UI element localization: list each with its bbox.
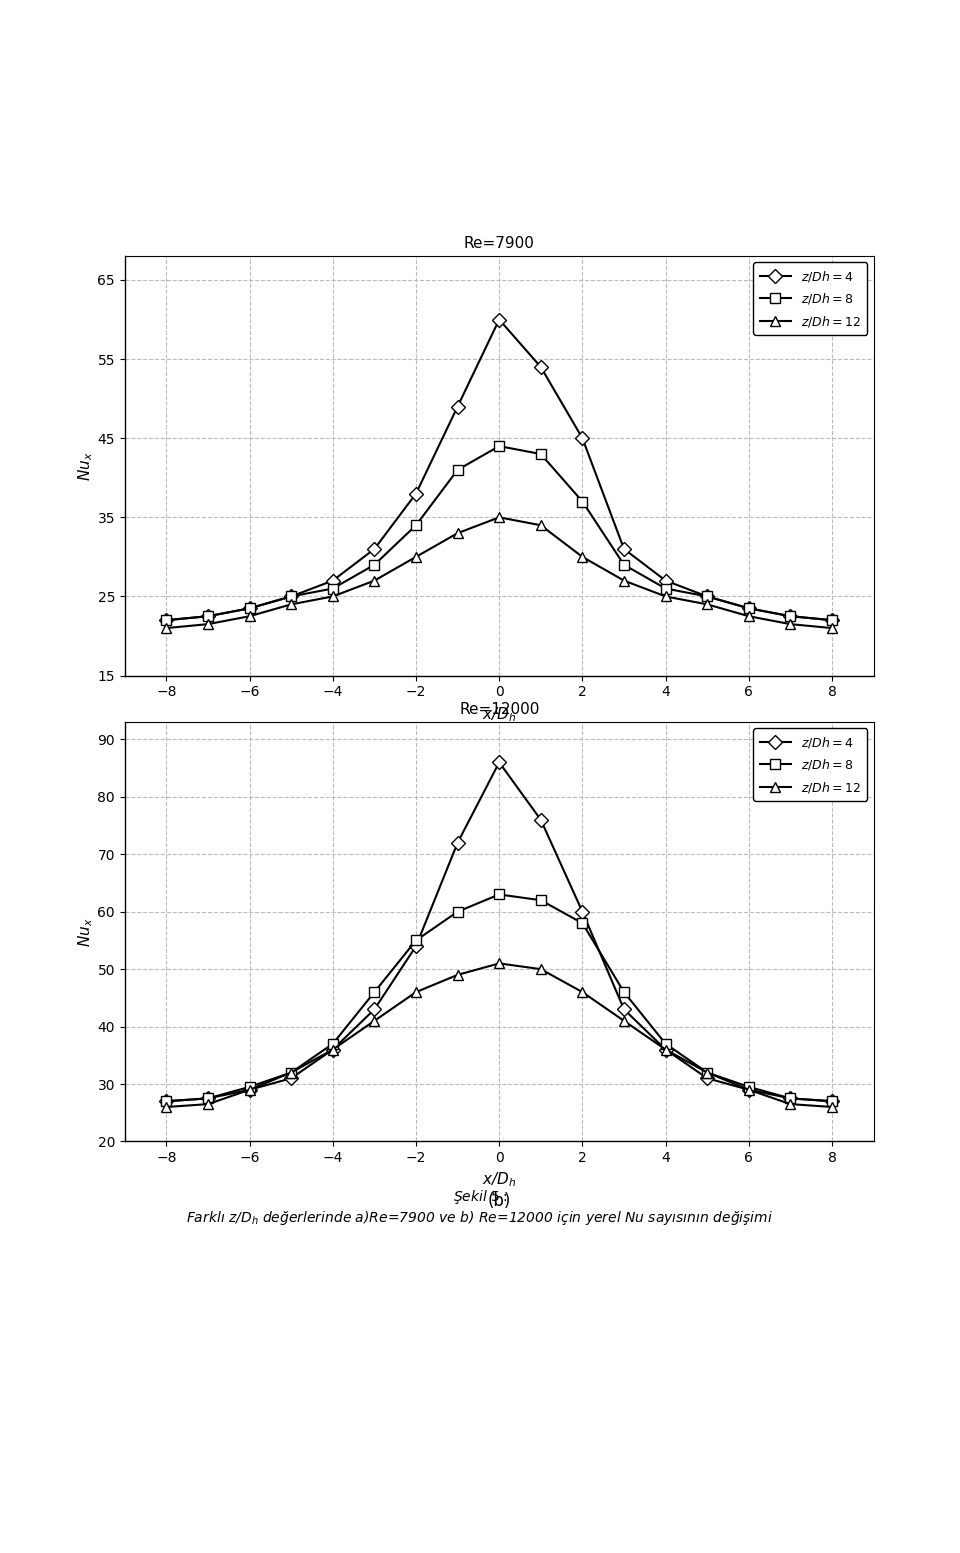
Y-axis label: Nu$_x$: Nu$_x$ [76, 916, 95, 947]
Text: $\mathit{Şekil\ 5:}$
Farklı z/D$_h$ değerlerinde a)Re=7900 ve b) Re=12000 için y: $\mathit{Şekil\ 5:}$ Farklı z/D$_h$ değe… [186, 1188, 774, 1227]
Legend: $z/Dh=4$, $z/Dh=8$, $z/Dh=12$: $z/Dh=4$, $z/Dh=8$, $z/Dh=12$ [754, 262, 867, 335]
Legend: $z/Dh=4$, $z/Dh=8$, $z/Dh=12$: $z/Dh=4$, $z/Dh=8$, $z/Dh=12$ [754, 728, 867, 801]
Y-axis label: Nu$_x$: Nu$_x$ [76, 450, 95, 481]
Text: (b): (b) [488, 1191, 511, 1210]
Title: Re=12000: Re=12000 [459, 702, 540, 717]
X-axis label: x/D$_h$: x/D$_h$ [482, 1171, 516, 1190]
X-axis label: x/D$_h$: x/D$_h$ [482, 705, 516, 724]
Text: (a): (a) [488, 725, 511, 744]
Title: Re=7900: Re=7900 [464, 236, 535, 252]
